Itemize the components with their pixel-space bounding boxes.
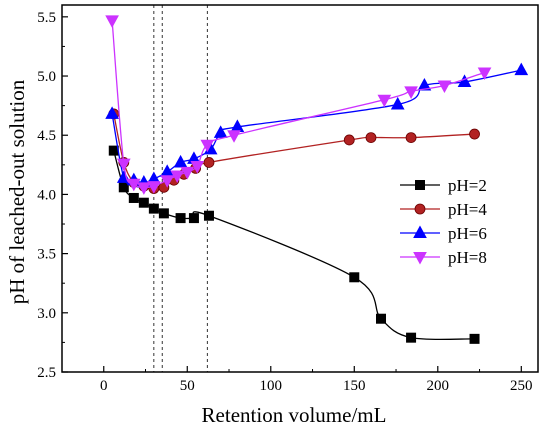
series-1-point: [108, 145, 119, 156]
series-2-point: [365, 132, 377, 143]
x-axis-title: Retention volume/mL: [202, 403, 387, 427]
series-4-point: [147, 181, 161, 194]
y-tick-label: 5.5: [37, 10, 56, 26]
series-4-point: [437, 80, 452, 94]
series-4-point: [180, 166, 195, 180]
series-3-point: [514, 62, 529, 76]
series-1-point: [469, 333, 480, 344]
series-2-point: [469, 128, 480, 140]
series-4-point: [200, 139, 215, 153]
series-4-point: [377, 94, 392, 108]
series-1-point: [158, 208, 169, 219]
x-tick-label: 200: [427, 378, 450, 394]
series-3-point: [105, 106, 119, 119]
legend-label-4: pH=8: [448, 248, 487, 267]
series-3-point: [390, 96, 405, 110]
series-1-point: [128, 192, 139, 203]
series-1-point: [203, 210, 214, 221]
series-4-point: [160, 175, 175, 188]
series-4-point: [105, 15, 119, 28]
series-1-point: [175, 213, 186, 224]
y-tick-label: 3.0: [37, 306, 56, 322]
legend-label-2: pH=4: [448, 200, 487, 219]
y-tick-label: 4.5: [37, 128, 56, 144]
series-4-point: [126, 178, 141, 192]
legend-marker-1: [415, 180, 425, 190]
legend-marker-4: [413, 252, 427, 265]
series-1-point: [118, 182, 129, 193]
legend-label-1: pH=2: [448, 176, 487, 195]
series-4-point: [190, 161, 205, 174]
y-axis-title: pH of leached-out solution: [5, 79, 29, 304]
series-4-point: [136, 182, 151, 195]
series-1-point: [376, 313, 387, 324]
series-1-point: [188, 213, 199, 224]
legend-label-3: pH=6: [448, 224, 487, 243]
series-1-point: [148, 203, 159, 214]
x-tick-label: 0: [100, 378, 108, 394]
x-tick-label: 100: [260, 378, 283, 394]
series-2-point: [343, 134, 355, 146]
x-tick-label: 250: [510, 378, 533, 394]
series-4-point: [477, 67, 492, 81]
legend-marker-2: [414, 203, 426, 215]
x-tick-label: 50: [180, 378, 195, 394]
y-tick-label: 5.0: [37, 69, 56, 85]
y-tick-label: 4.0: [37, 187, 56, 203]
series-3-point: [417, 77, 432, 91]
series-2-point: [405, 132, 417, 143]
series-1-point: [138, 197, 149, 208]
series-line-4: [111, 20, 485, 189]
series-2-point: [203, 157, 215, 168]
series-1-point: [406, 332, 417, 343]
y-tick-label: 2.5: [37, 365, 56, 381]
series-line-3: [111, 69, 522, 184]
series-3-point: [213, 125, 228, 138]
series-1-point: [349, 272, 360, 283]
legend-marker-3: [413, 225, 427, 238]
series-4-point: [227, 130, 241, 143]
series-4-point: [116, 158, 131, 172]
series-4-point: [170, 170, 185, 184]
plot-frame: [61, 4, 539, 373]
series-4-point: [404, 86, 418, 99]
x-tick-label: 150: [343, 378, 366, 394]
y-tick-label: 3.5: [37, 247, 56, 263]
plot-elements: 0 50 100 150 200 250 2.5 3.0 3.5 4.0 4.5 5.0 5.5 pH=2…: [37, 4, 539, 394]
